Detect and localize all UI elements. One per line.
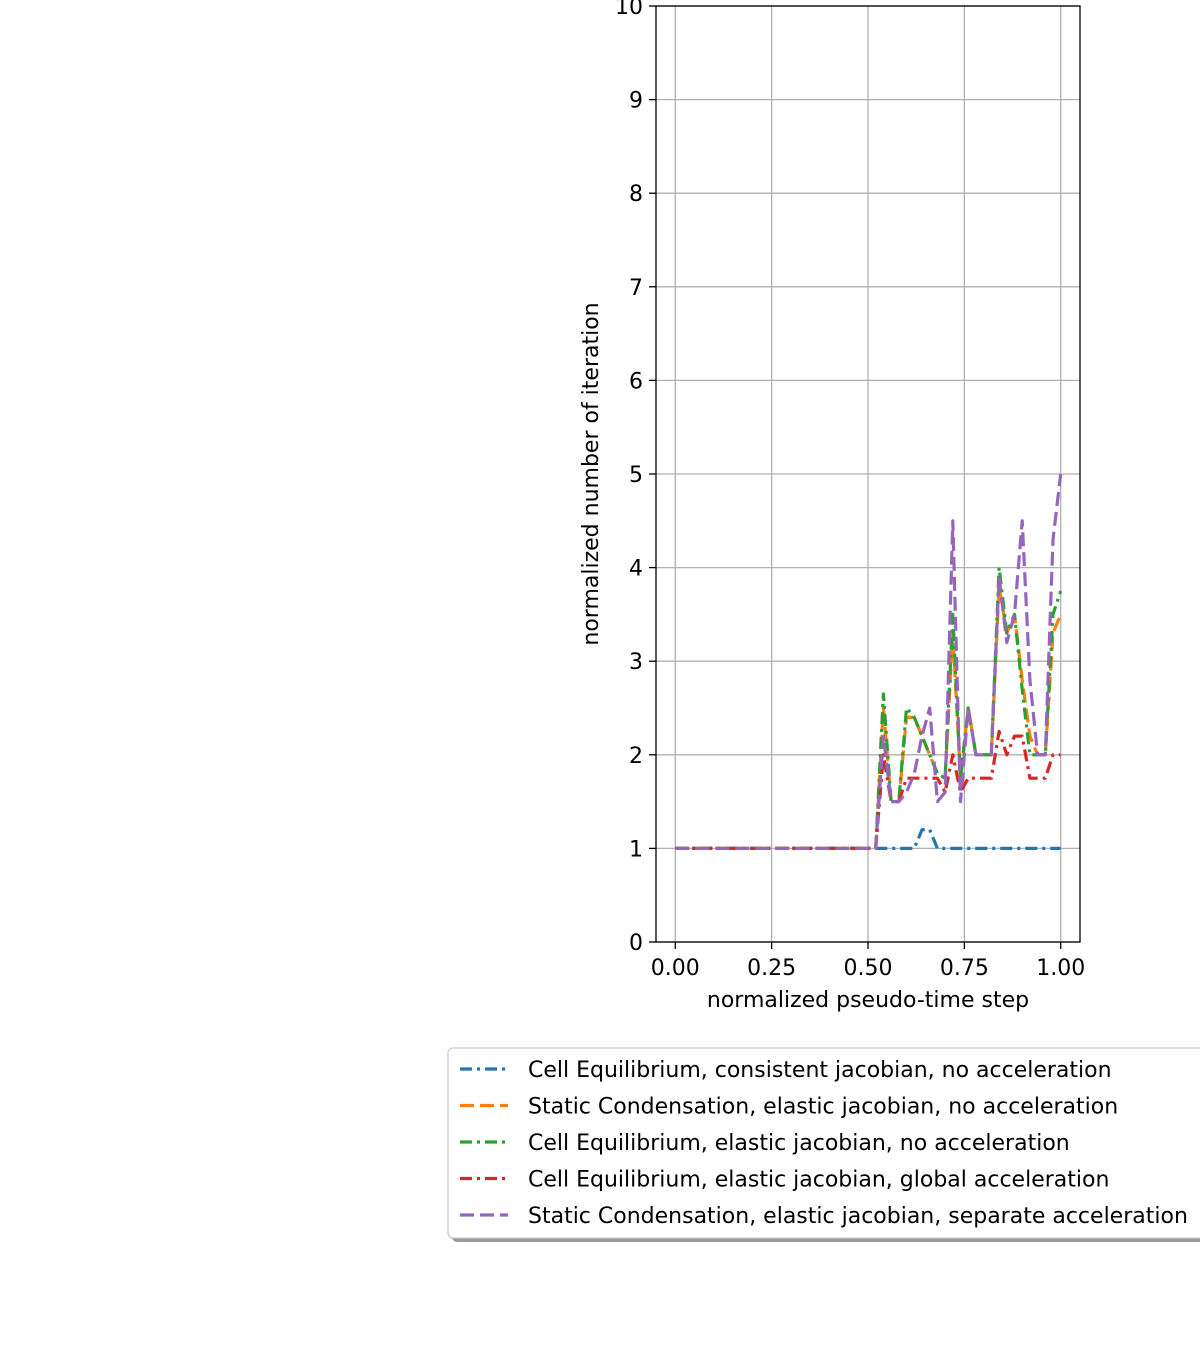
x-tick-label: 1.00 — [1036, 956, 1085, 981]
y-tick-label: 10 — [615, 0, 643, 20]
y-axis-label: normalized number of iteration — [579, 302, 604, 645]
legend-label-4: Cell Equilibrium, elastic jacobian, glob… — [528, 1168, 1109, 1193]
y-tick-label: 9 — [629, 89, 643, 114]
series-line-3 — [675, 565, 1063, 851]
y-tick-label: 6 — [629, 369, 643, 394]
y-tick-label: 5 — [629, 463, 643, 488]
x-tick-label: 0.25 — [747, 956, 796, 981]
y-tick-label: 3 — [629, 650, 643, 675]
axis-ticks: 0.00 0.25 0.50 0.75 1.00 0 1 2 3 4 5 6 7 8 9 10 — [615, 0, 1085, 981]
y-tick-label: 1 — [629, 837, 643, 862]
x-tick-label: 0.50 — [844, 956, 893, 981]
series-line-2 — [675, 584, 1063, 851]
grid-lines — [656, 5, 1080, 943]
x-tick-label: 0.00 — [651, 956, 700, 981]
y-tick-label: 8 — [629, 182, 643, 207]
series-line-1 — [675, 828, 1061, 851]
legend-label-3: Cell Equilibrium, elastic jacobian, no a… — [528, 1131, 1070, 1156]
legend: Cell Equilibrium, consistent jacobian, n… — [447, 1047, 1200, 1242]
series-lines — [675, 473, 1063, 851]
legend-box — [447, 1047, 1200, 1239]
legend-label-1: Cell Equilibrium, consistent jacobian, n… — [528, 1058, 1112, 1083]
series-line-5 — [675, 473, 1063, 851]
y-tick-label: 7 — [629, 276, 643, 301]
y-tick-label: 0 — [629, 931, 643, 956]
x-tick-label: 0.75 — [940, 956, 989, 981]
legend-label-5: Static Condensation, elastic jacobian, s… — [528, 1204, 1188, 1229]
x-axis-label: normalized pseudo-time step — [707, 988, 1029, 1013]
legend-label-2: Static Condensation, elastic jacobian, n… — [528, 1095, 1118, 1120]
y-tick-label: 2 — [629, 744, 643, 769]
y-tick-label: 4 — [629, 557, 643, 582]
